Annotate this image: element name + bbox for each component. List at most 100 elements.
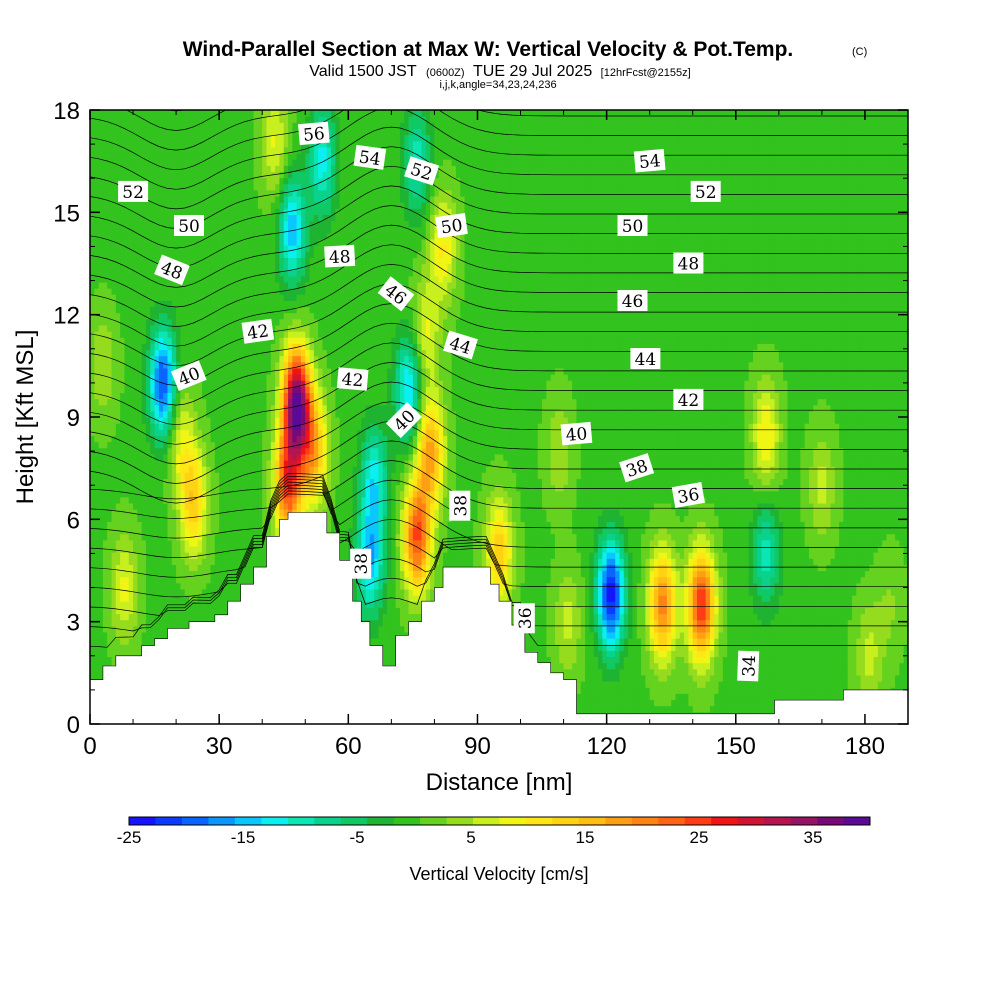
w-cell [137,478,143,486]
w-cell [133,324,138,332]
w-cell [184,398,190,406]
w-cell [98,423,104,430]
w-cell [206,613,212,621]
w-cell [137,582,143,590]
w-cell [193,386,199,394]
w-cell [94,576,100,584]
w-cell [141,337,147,344]
w-cell [102,625,108,633]
w-cell [111,619,117,627]
w-cell [107,361,113,369]
w-cell [98,257,104,265]
w-cell [266,202,272,209]
w-cell [193,263,199,271]
w-cell [111,417,117,424]
w-cell [270,281,276,289]
w-cell [270,116,276,123]
w-cell [201,318,207,326]
w-cell [206,134,212,142]
w-cell [150,441,156,449]
w-cell [102,423,108,430]
w-cell [94,171,100,179]
w-cell [150,398,156,406]
w-cell [111,588,117,596]
w-cell [115,435,121,443]
w-cell [300,490,306,498]
w-cell [249,490,255,498]
w-cell [219,269,225,277]
w-cell [288,423,293,430]
w-cell [137,601,143,608]
w-cell [150,171,156,179]
w-cell [279,122,285,130]
w-cell [214,324,220,332]
w-cell [137,398,143,406]
w-cell [275,226,281,234]
w-cell [300,404,306,412]
w-cell [158,318,164,326]
w-cell [219,208,225,215]
w-cell [210,472,216,479]
w-cell [158,306,164,314]
w-cell [163,588,169,596]
w-cell [249,521,255,529]
w-cell [154,165,160,172]
w-cell [120,208,126,215]
w-cell [167,110,173,117]
w-cell [210,116,216,123]
w-cell [163,404,169,412]
w-cell [232,337,237,344]
w-cell [133,331,138,338]
w-cell [266,122,272,130]
w-cell [171,595,177,602]
w-cell [249,374,255,381]
w-cell [300,183,306,191]
w-cell [266,232,272,240]
w-cell [193,595,199,602]
w-cell [128,349,134,357]
w-cell [107,294,113,301]
w-cell [154,361,160,369]
w-cell [300,386,306,394]
w-cell [111,349,117,357]
w-cell [158,343,164,351]
w-cell [180,159,186,166]
w-cell [283,146,289,154]
w-cell [253,300,259,308]
w-cell [150,613,156,621]
w-cell [236,343,242,351]
w-cell [223,527,229,535]
w-cell [180,490,186,498]
w-cell [180,232,186,240]
w-cell [176,349,182,357]
w-cell [102,140,108,148]
w-cell [158,441,164,449]
w-cell [145,533,151,541]
w-cell [270,447,276,455]
w-cell [98,177,104,185]
w-cell [214,263,220,271]
w-cell [292,472,298,479]
w-cell [249,459,255,467]
w-cell [300,374,306,381]
w-cell [201,367,207,375]
w-cell [206,386,212,394]
w-cell [141,613,147,621]
w-cell [244,466,250,473]
w-cell [193,183,199,191]
w-cell [296,410,302,418]
w-cell [219,447,225,455]
w-cell [107,134,113,142]
w-cell [288,134,293,142]
w-cell [180,343,186,351]
w-cell [90,453,95,461]
w-cell [189,337,194,344]
w-cell [145,189,151,197]
w-cell [266,275,272,283]
w-cell [94,533,100,541]
w-cell [279,435,285,443]
w-cell [219,588,225,596]
w-cell [120,441,126,449]
w-cell [253,533,259,541]
w-cell [98,374,104,381]
